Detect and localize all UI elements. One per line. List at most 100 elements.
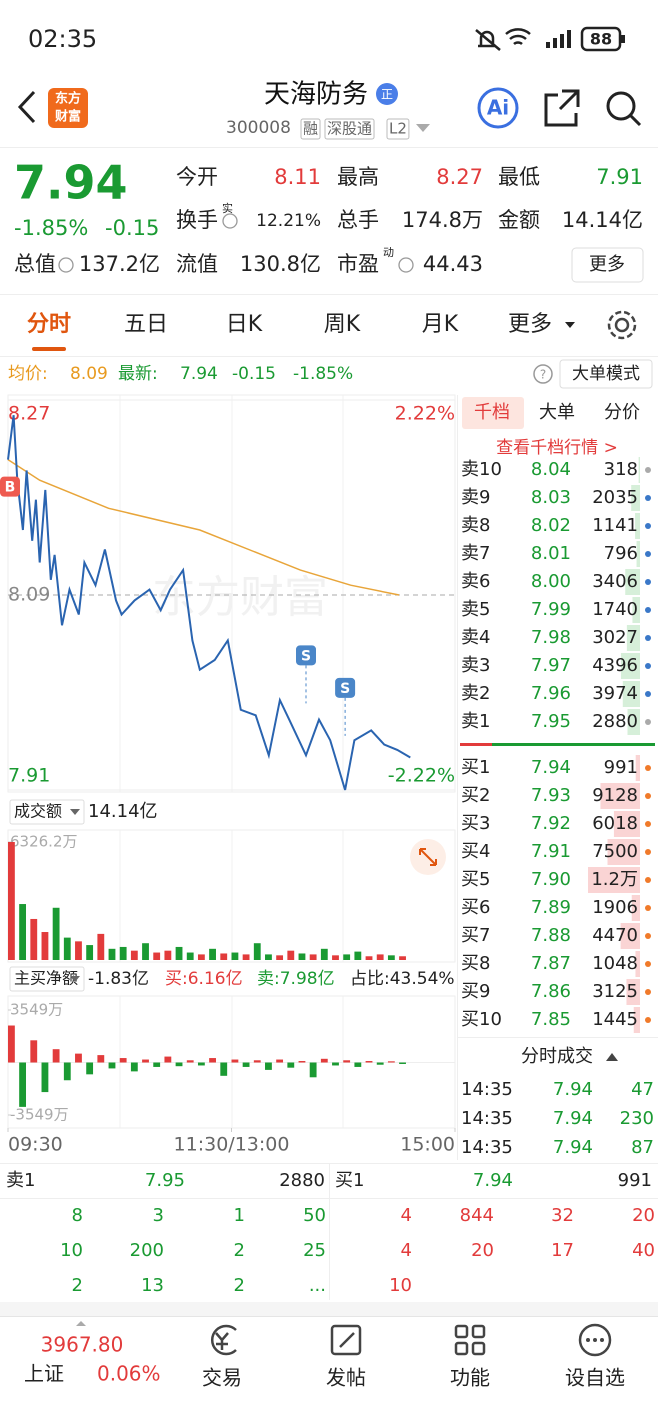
nav-item[interactable]: 功能	[450, 1366, 490, 1390]
settings-icon[interactable]	[607, 310, 637, 340]
depth-bar	[633, 1007, 640, 1033]
tab[interactable]: 更多	[508, 312, 552, 337]
book-level: 卖4	[461, 627, 490, 648]
nav-item[interactable]: 交易	[202, 1366, 242, 1390]
book-dot	[645, 467, 651, 473]
trade-time: 14:35	[461, 1079, 513, 1100]
book-level: 卖5	[461, 599, 490, 620]
flow-bar	[41, 1062, 49, 1093]
flow-bar	[332, 1062, 339, 1066]
trade-time: 14:35	[461, 1137, 513, 1158]
help-mark[interactable]: 大单模式	[572, 364, 640, 384]
book-level: 卖9	[461, 487, 490, 508]
tab[interactable]: 月K	[422, 312, 459, 337]
trade-icon[interactable]	[210, 1324, 237, 1356]
book-volume: 991	[604, 757, 638, 778]
more-button-label[interactable]: 更多	[589, 254, 625, 275]
book-dot	[645, 989, 651, 995]
book-dot	[645, 495, 651, 501]
search-button[interactable]	[606, 91, 642, 127]
flow-bar	[8, 1025, 15, 1063]
depth-bar	[632, 597, 640, 623]
volume-bar	[63, 937, 71, 960]
back-button[interactable]	[17, 90, 36, 124]
nav-item[interactable]: 设自选	[565, 1366, 625, 1390]
book-link[interactable]: 查看千档行情 >	[496, 438, 618, 458]
help-icon[interactable]	[533, 364, 553, 384]
tab[interactable]: 分时	[27, 312, 71, 337]
book-level: 买6	[461, 897, 490, 918]
queue-order: 32	[551, 1205, 574, 1226]
book-price: 7.94	[531, 757, 571, 778]
volume-selector[interactable]	[9, 799, 85, 825]
battery-level: 88	[590, 30, 612, 49]
stat-label: 换手	[176, 208, 218, 232]
index-arrow	[76, 1321, 86, 1326]
mode-button[interactable]	[559, 359, 653, 389]
ai-button[interactable]	[477, 87, 519, 129]
book-price: 7.93	[531, 785, 571, 806]
badge	[376, 83, 398, 105]
stat-value: 130.8亿	[240, 252, 321, 276]
post-icon[interactable]	[330, 1324, 362, 1356]
flow-bar	[365, 1061, 373, 1063]
book-dot	[645, 635, 651, 641]
level1-label: 买1	[335, 1170, 364, 1191]
book-tab[interactable]: 千档	[474, 402, 510, 423]
flow-selector[interactable]	[9, 966, 85, 992]
volume-bar	[354, 951, 362, 960]
book-dot	[645, 551, 651, 557]
book-level: 卖7	[461, 543, 490, 564]
watchlist-icon[interactable]	[578, 1323, 612, 1357]
tab[interactable]: 周K	[324, 312, 361, 337]
queue-order: 50	[303, 1205, 326, 1226]
queue-order: 4	[401, 1240, 412, 1261]
tab[interactable]: 日K	[226, 312, 263, 337]
stat-label: 市盈	[337, 252, 379, 276]
nav-item[interactable]: 发帖	[326, 1366, 366, 1390]
book-volume: 2035	[592, 487, 638, 508]
dropdown-icon	[70, 976, 80, 982]
book-price: 7.89	[531, 897, 571, 918]
x-tick-label: 11:30/13:00	[174, 1134, 290, 1156]
book-tab[interactable]: 分价	[604, 402, 640, 423]
volume-bar	[186, 952, 194, 960]
book-level: 买7	[461, 925, 490, 946]
depth-bar	[626, 979, 640, 1005]
share-button[interactable]	[544, 89, 580, 127]
trade-marker	[0, 476, 20, 497]
volume-bar	[75, 941, 82, 960]
trade-marker-label: S	[301, 648, 311, 664]
y2-tick-label: 2.22%	[395, 403, 455, 425]
volume-bar	[320, 948, 328, 960]
book-dot	[645, 607, 651, 613]
flow-bar	[19, 1062, 27, 1107]
trade-volume: 47	[631, 1079, 654, 1100]
stock-code: 300008	[226, 118, 291, 138]
stat-value: 137.2亿	[79, 252, 160, 276]
book-price: 7.95	[531, 711, 571, 732]
flow-bar	[320, 1058, 328, 1063]
flow-bar	[253, 1060, 261, 1063]
book-dot	[645, 849, 651, 855]
flow-value: -1.83亿	[88, 969, 149, 989]
depth-bar	[627, 709, 640, 735]
book-price: 8.01	[531, 543, 571, 564]
function-icon[interactable]	[454, 1324, 486, 1356]
queue-order: 4	[401, 1205, 412, 1226]
depth-bar	[600, 783, 640, 809]
book-tab[interactable]: 大单	[539, 402, 575, 423]
flow-bar	[75, 1053, 82, 1063]
book-volume: 1740	[592, 599, 638, 620]
level1-volume: 2880	[279, 1170, 325, 1191]
last-change: -0.15	[232, 364, 276, 384]
book-volume: 7500	[592, 841, 638, 862]
depth-bar	[626, 625, 640, 651]
sort-icon[interactable]	[606, 1053, 618, 1061]
more-button[interactable]	[571, 247, 644, 283]
tab[interactable]: 五日	[124, 312, 168, 337]
depth-bar	[620, 653, 640, 679]
dropdown-icon[interactable]	[416, 124, 430, 132]
flow-sell: 卖:7.98亿	[257, 969, 335, 989]
